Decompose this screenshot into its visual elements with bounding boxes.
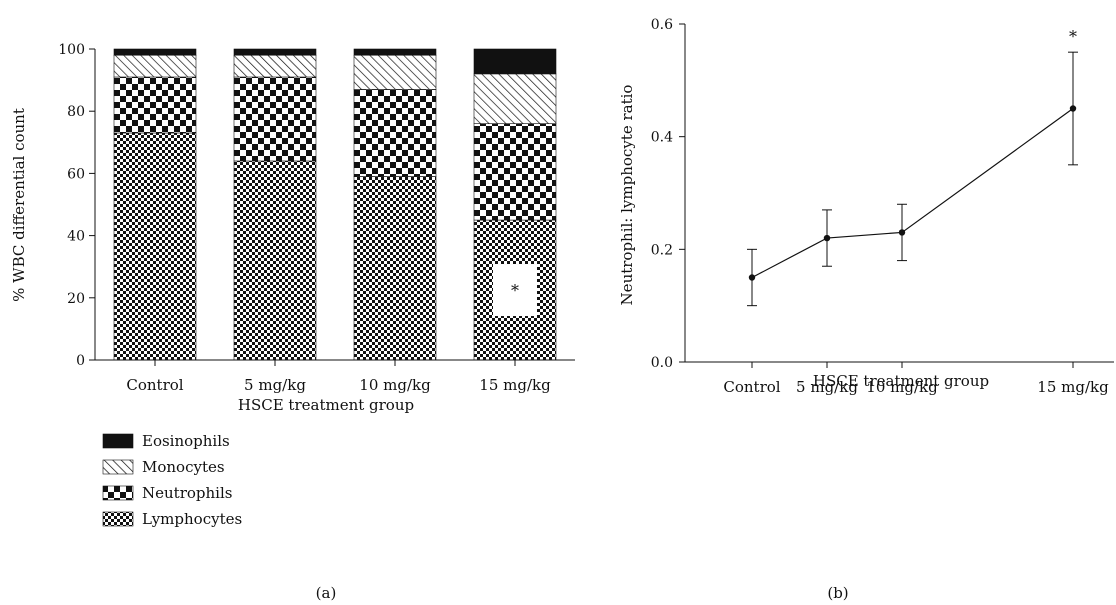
y-tick-label: 0.6	[651, 17, 673, 33]
bar-eosinophils-5-mg-kg	[233, 48, 317, 56]
x-tick-label: Control	[723, 378, 780, 396]
legend-label-neutrophils: Neutrophils	[142, 484, 232, 502]
legend-swatch-monocytes	[102, 459, 134, 475]
x-tick-label: 10 mg/kg	[359, 376, 431, 394]
y-tick-label: 0	[76, 353, 85, 369]
panel-label-b: (b)	[827, 584, 848, 602]
y-tick-label: 0.2	[651, 242, 673, 258]
x-tick-label: 5 mg/kg	[796, 378, 858, 396]
bar-lymphocytes-5-mg-kg	[233, 160, 317, 361]
data-point-15-mg-kg	[1069, 105, 1077, 112]
legend-label-lymphocytes: Lymphocytes	[142, 510, 242, 528]
x-axis-label: HSCE treatment group	[238, 396, 414, 414]
y-axis-label: % WBC differential count	[10, 108, 28, 302]
legend-label-monocytes: Monocytes	[142, 458, 225, 476]
legend-label-eosinophils: Eosinophils	[142, 432, 230, 450]
bar-eosinophils-15-mg-kg	[473, 48, 557, 75]
bar-neutrophils-5-mg-kg	[233, 76, 317, 162]
y-tick-label: 20	[67, 291, 85, 307]
data-point-10-mg-kg	[898, 229, 906, 236]
y-axis: 0.0 0.2 0.4 0.6	[651, 17, 686, 371]
significance-marker: *	[1069, 27, 1077, 46]
data-point-5-mg-kg	[823, 234, 831, 242]
y-tick-label: 40	[67, 229, 85, 245]
legend-swatch-eosinophils	[102, 433, 134, 449]
bar-monocytes-15-mg-kg	[473, 73, 557, 124]
legend-swatch-lymphocytes	[102, 511, 134, 527]
y-axis: 0 20 40 60 80 100	[58, 42, 96, 369]
x-tick-label: 5 mg/kg	[244, 376, 306, 394]
x-axis-label: HSCE treatment group	[813, 372, 989, 390]
bar-monocytes-5-mg-kg	[233, 54, 317, 78]
bar-lymphocytes-10-mg-kg	[353, 176, 437, 361]
x-tick-label: 15 mg/kg	[1037, 378, 1109, 396]
x-tick-label: Control	[126, 376, 183, 394]
y-tick-label: 0.4	[651, 130, 673, 146]
x-axis: Control 5 mg/kg 10 mg/kg 15 mg/kg	[685, 361, 1114, 396]
bar-neutrophils-control	[113, 76, 197, 134]
ratio-series: *	[747, 27, 1078, 307]
annotation-box	[493, 264, 537, 317]
x-tick-label: 15 mg/kg	[479, 376, 551, 394]
bar-monocytes-control	[113, 54, 197, 78]
bar-eosinophils-control	[113, 48, 197, 56]
y-tick-label: 80	[67, 104, 85, 120]
bar-neutrophils-15-mg-kg	[473, 123, 557, 221]
line-chart: 0.0 0.2 0.4 0.6 Control 5 mg/kg 10 mg/kg 15 mg…	[618, 17, 1114, 602]
y-tick-label: 0.0	[651, 355, 673, 371]
y-tick-label: 60	[67, 166, 85, 182]
x-axis: Control 5 mg/kg 10 mg/kg 15 mg/kg	[95, 359, 575, 394]
y-axis-label: Neutrophil: lymphocyte ratio	[618, 85, 636, 306]
stacked-bars: *	[113, 48, 557, 361]
legend-swatch-neutrophils	[102, 485, 134, 501]
bar-neutrophils-10-mg-kg	[353, 89, 437, 177]
bar-lymphocytes-control	[113, 132, 197, 361]
significance-marker: *	[511, 281, 519, 300]
x-tick-label: 10 mg/kg	[866, 378, 938, 396]
series-line	[751, 108, 1074, 279]
stacked-bar-chart: * 0 20 40 60 80 100 Control 5 mg/kg 10 mg/kg 15 …	[10, 42, 575, 602]
data-point-control	[748, 274, 756, 281]
bar-monocytes-10-mg-kg	[353, 54, 437, 90]
y-tick-label: 100	[58, 42, 85, 58]
legend: Eosinophils Monocytes Neutrophils Lymphocyt…	[102, 432, 242, 528]
panel-label-a: (a)	[316, 584, 337, 602]
bar-eosinophils-10-mg-kg	[353, 48, 437, 56]
